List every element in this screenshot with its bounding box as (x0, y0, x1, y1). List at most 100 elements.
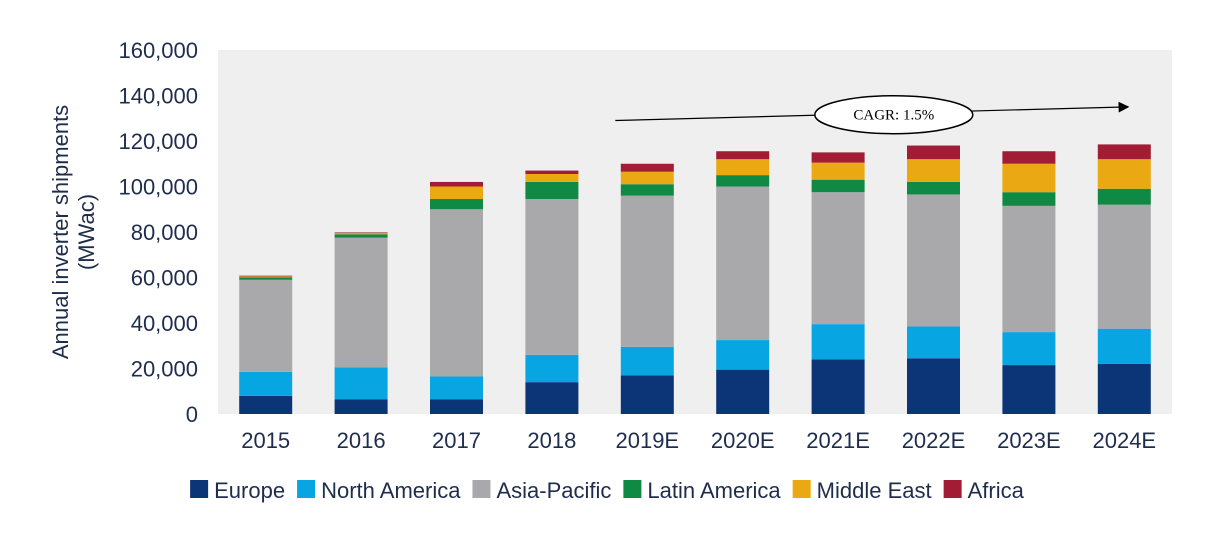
bar-stack-2024e (1097, 144, 1151, 414)
bar-middle-east-2015 (239, 276, 293, 278)
bar-stack-2018 (525, 170, 579, 414)
bar-stack-2017 (430, 181, 483, 414)
bar-africa-2015 (239, 275, 293, 277)
legend-swatch (943, 480, 962, 498)
bar-stack-2021e (811, 152, 865, 414)
bar-stack-2016 (334, 232, 388, 414)
x-tick-label: 2023E (997, 428, 1061, 453)
bar-middle-east-2016 (334, 233, 388, 235)
cagr-annotation: CAGR: 1.5% (615, 94, 1130, 135)
bar-middle-east-2017 (430, 186, 483, 200)
bar-europe-2016 (334, 399, 388, 414)
bar-north-america-2021e (811, 324, 865, 360)
legend-label: Africa (968, 478, 1025, 503)
legend-label: Asia-Pacific (496, 478, 611, 503)
x-tick-label: 2020E (711, 428, 775, 453)
bar-latin-america-2016 (334, 234, 388, 238)
x-tick-label: 2016 (337, 428, 386, 453)
bar-asia-pacific-2016 (334, 237, 388, 368)
bar-stack-2019e (620, 163, 674, 414)
x-tick-label: 2024E (1092, 428, 1156, 453)
bar-europe-2024e (1097, 363, 1151, 414)
x-tick-label: 2019E (615, 428, 679, 453)
bar-europe-2018 (525, 382, 579, 414)
bar-europe-2017 (430, 399, 483, 414)
bar-europe-2023e (1002, 365, 1056, 414)
bar-middle-east-2024e (1097, 159, 1151, 189)
bar-europe-2022e (907, 358, 960, 414)
bars (239, 144, 1151, 414)
y-axis-label: Annual inverter shipments(MWac) (48, 105, 99, 359)
bar-north-america-2023e (1002, 332, 1056, 366)
cagr-label: CAGR: 1.5% (853, 108, 934, 124)
legend: Europe North America Asia-Pacific Latin Ame… (190, 478, 1025, 503)
bar-asia-pacific-2017 (430, 209, 483, 377)
bar-europe-2019e (620, 375, 674, 414)
legend-swatch (472, 480, 491, 498)
bar-middle-east-2023e (1002, 163, 1056, 193)
bar-middle-east-2022e (907, 159, 960, 182)
bar-latin-america-2019e (620, 184, 674, 196)
bar-latin-america-2017 (430, 199, 483, 210)
bar-stack-2015 (239, 275, 293, 414)
bar-africa-2024e (1097, 144, 1151, 160)
bar-asia-pacific-2022e (907, 194, 960, 327)
bar-north-america-2017 (430, 376, 483, 400)
bar-north-america-2022e (907, 326, 960, 359)
y-axis: 0 20,000 40,000 60,000 80,000 100,000 120,000 1… (118, 38, 198, 427)
bar-asia-pacific-2024e (1097, 204, 1151, 329)
legend-item-asia-pacific: Asia-Pacific (472, 478, 611, 503)
y-tick-label: 20,000 (131, 357, 198, 382)
bar-middle-east-2018 (525, 173, 579, 182)
bar-africa-2022e (907, 145, 960, 160)
x-tick-label: 2018 (527, 428, 576, 453)
legend-item-latin-america: Latin America (623, 478, 781, 503)
legend-label: Latin America (647, 478, 781, 503)
x-tick-label: 2017 (432, 428, 481, 453)
bar-asia-pacific-2021e (811, 192, 865, 325)
legend-item-africa: Africa (943, 478, 1025, 503)
cagr-ellipse (814, 94, 974, 135)
bar-middle-east-2021e (811, 162, 865, 180)
bar-africa-2023e (1002, 151, 1056, 164)
bar-europe-2020e (716, 369, 770, 414)
bar-stack-2020e (716, 151, 770, 414)
legend-swatch (190, 480, 209, 498)
bar-europe-2015 (239, 395, 293, 414)
legend-swatch (297, 480, 316, 498)
bar-latin-america-2018 (525, 181, 579, 200)
bar-asia-pacific-2023e (1002, 205, 1056, 333)
bar-north-america-2018 (525, 354, 579, 383)
bar-latin-america-2021e (811, 179, 865, 193)
bar-latin-america-2024e (1097, 188, 1151, 205)
bar-stack-2023e (1002, 151, 1056, 414)
bar-middle-east-2019e (620, 171, 674, 185)
bar-latin-america-2023e (1002, 192, 1056, 206)
bar-africa-2019e (620, 163, 674, 172)
bar-latin-america-2015 (239, 277, 293, 280)
x-tick-label: 2021E (806, 428, 870, 453)
bar-asia-pacific-2019e (620, 195, 674, 347)
y-tick-label: 60,000 (131, 266, 198, 291)
legend-label: Middle East (817, 478, 932, 503)
x-tick-label: 2015 (241, 428, 290, 453)
bar-latin-america-2022e (907, 181, 960, 195)
bar-africa-2018 (525, 170, 579, 174)
bar-africa-2016 (334, 232, 388, 234)
bar-africa-2020e (716, 151, 770, 160)
legend-item-north-america: North America (297, 478, 461, 503)
bar-asia-pacific-2018 (525, 199, 579, 355)
y-tick-label: 120,000 (118, 129, 198, 154)
bar-europe-2021e (811, 359, 865, 414)
bar-stack-2022e (907, 145, 960, 414)
bar-north-america-2019e (620, 346, 674, 376)
bar-north-america-2015 (239, 371, 293, 396)
bar-africa-2017 (430, 181, 483, 187)
legend-swatch (792, 480, 811, 498)
bar-middle-east-2020e (716, 159, 770, 176)
y-tick-label: 80,000 (131, 220, 198, 245)
bar-north-america-2020e (716, 340, 770, 370)
legend-label: North America (321, 478, 461, 503)
bar-north-america-2024e (1097, 328, 1151, 364)
